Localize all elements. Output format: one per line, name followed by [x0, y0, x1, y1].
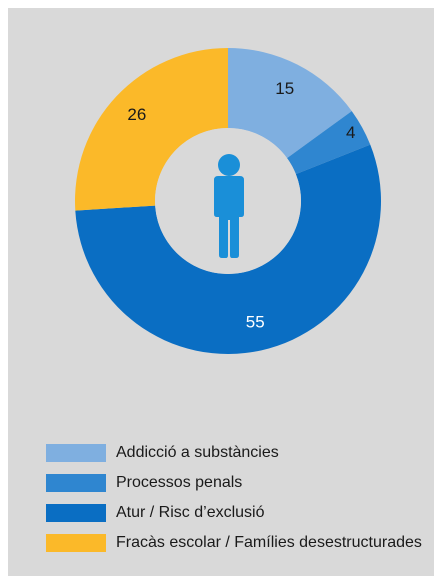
legend-swatch	[46, 444, 106, 462]
legend-swatch	[46, 504, 106, 522]
legend-label: Fracàs escolar / Famílies desestructurad…	[116, 534, 422, 551]
legend-item: Processos penals	[46, 468, 422, 498]
donut-slice	[75, 48, 228, 211]
chart-legend: Addicció a substàncies Processos penals …	[46, 438, 422, 558]
value-label: 4	[346, 123, 355, 142]
value-label: 15	[275, 79, 294, 98]
legend-label: Atur / Risc d’exclusió	[116, 504, 265, 521]
donut-chart: 15 4 55 26	[75, 48, 381, 354]
legend-label: Processos penals	[116, 474, 243, 491]
value-label: 55	[246, 312, 265, 331]
value-label: 26	[127, 105, 146, 124]
donut-slice	[228, 48, 352, 159]
legend-item: Fracàs escolar / Famílies desestructurad…	[46, 528, 422, 558]
legend-item: Addicció a substàncies	[46, 438, 422, 468]
legend-label: Addicció a substàncies	[116, 444, 279, 461]
donut-slice	[287, 111, 371, 175]
person-icon	[214, 154, 244, 258]
donut-slice	[75, 144, 381, 354]
legend-item: Atur / Risc d’exclusió	[46, 498, 422, 528]
value-labels: 15 4 55 26	[127, 79, 355, 331]
legend-swatch	[46, 474, 106, 492]
chart-panel: 15 4 55 26 Addicció a substàncies Processos…	[8, 8, 434, 576]
legend-swatch	[46, 534, 106, 552]
